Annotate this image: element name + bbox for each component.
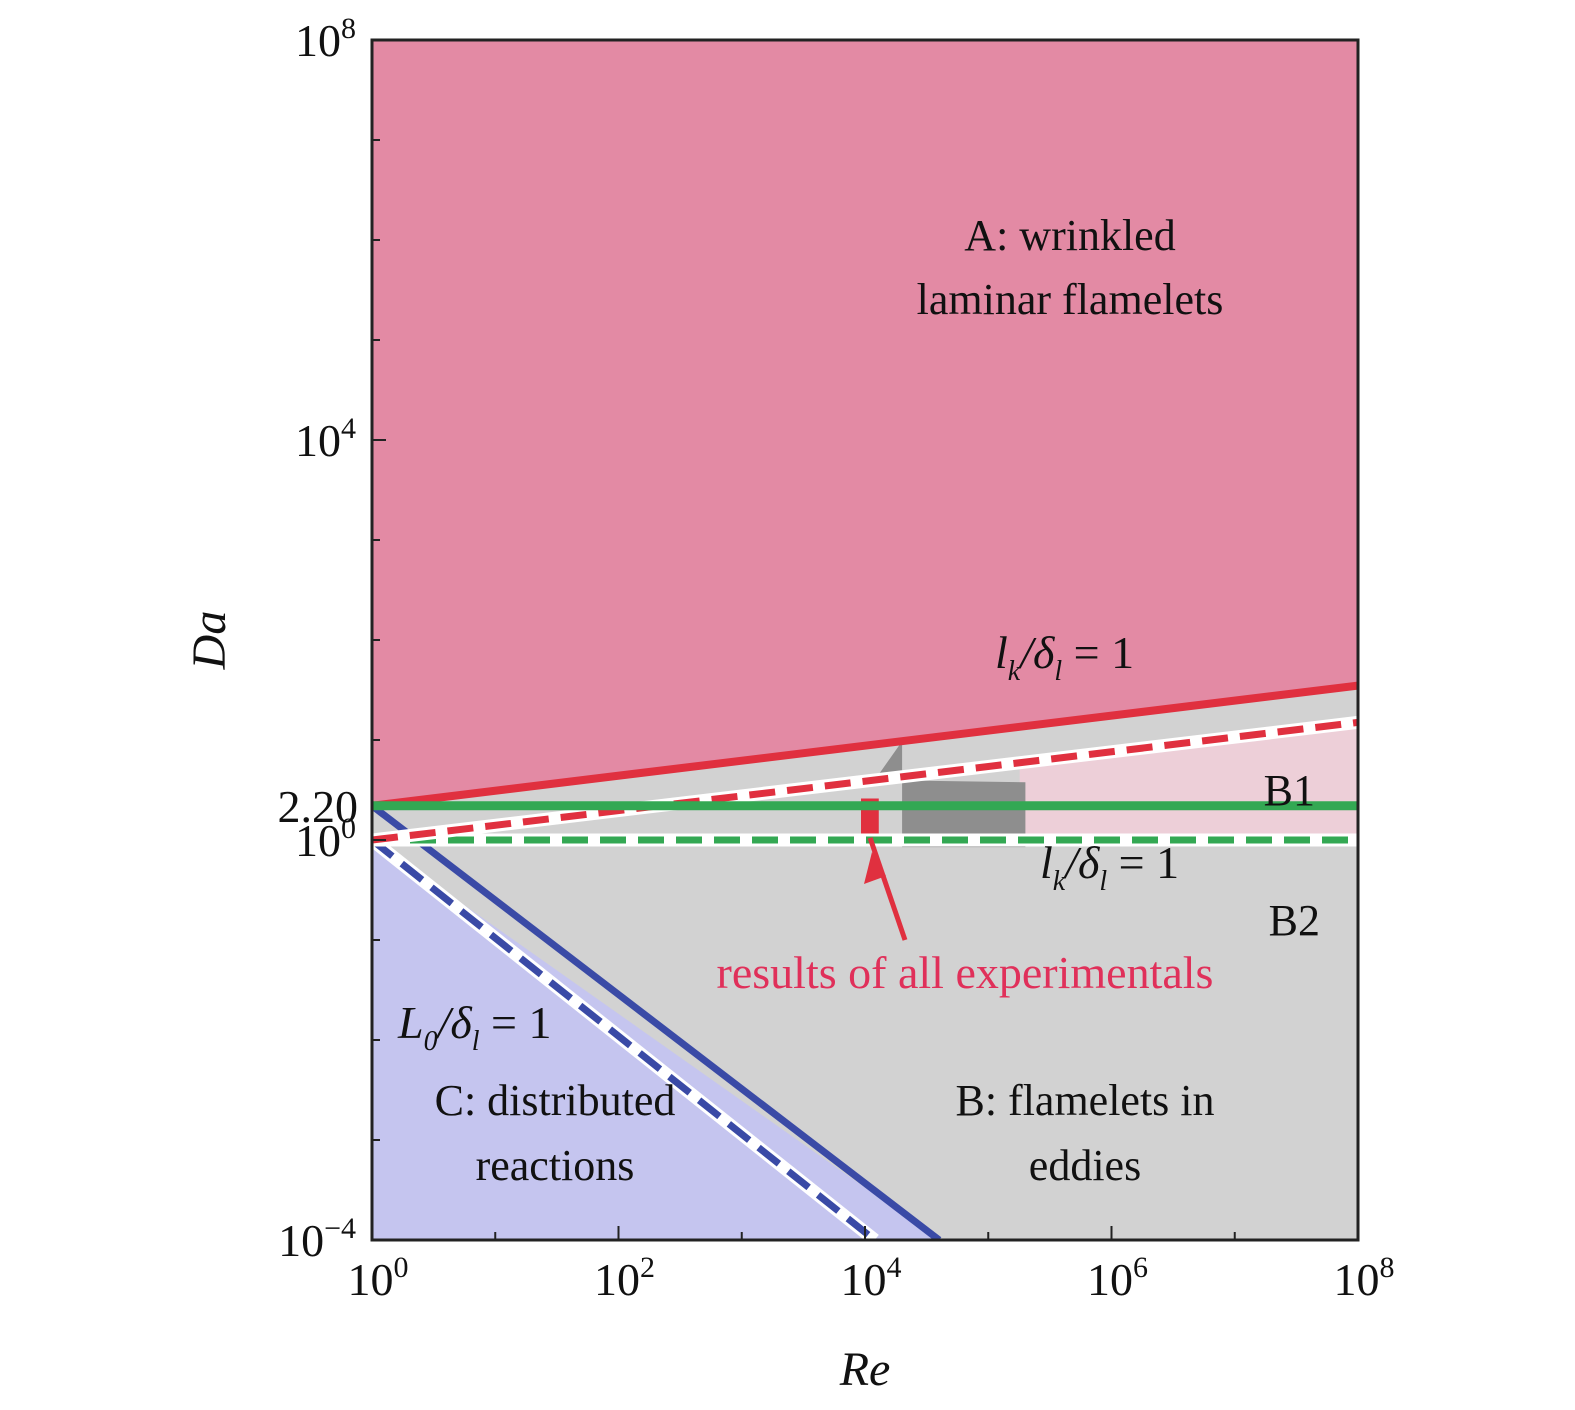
region-a-label-2: laminar flamelets xyxy=(917,275,1224,324)
region-c-label-2: reactions xyxy=(476,1141,635,1190)
region-b-label-1: B: flamelets in xyxy=(955,1076,1214,1125)
x-tick-label-3: 106 xyxy=(1087,1251,1148,1305)
y-tick-label-extra: 2.20 xyxy=(278,781,359,832)
y-tick-label-1: 100 xyxy=(295,812,356,866)
kolmogorov-dashed-line xyxy=(372,718,1358,844)
experimental-gray-box xyxy=(874,741,1026,848)
y-tick-label-0: 10−4 xyxy=(278,1212,356,1266)
experimental-label: results of all experimentals xyxy=(717,947,1214,998)
integral-scale-label: L0/δl = 1 xyxy=(397,997,552,1057)
region-a-label-1: A: wrinkled xyxy=(964,211,1175,260)
experimental-arrow-head xyxy=(864,852,886,884)
x-tick-label-4: 108 xyxy=(1334,1251,1395,1305)
x-axis-label: Re xyxy=(839,1343,891,1396)
y-tick-label-2: 104 xyxy=(295,412,356,466)
zone-b1-label: B1 xyxy=(1264,766,1315,815)
region-b-label-2: eddies xyxy=(1029,1141,1141,1190)
zone-b2-label: B2 xyxy=(1269,896,1320,945)
y-axis-label: Da xyxy=(183,611,236,671)
x-tick-label-0: 100 xyxy=(348,1251,409,1305)
integral-dashed-line xyxy=(372,837,877,1240)
kolmogorov-lower-label: lk/δl = 1 xyxy=(1040,837,1179,897)
region-c xyxy=(372,840,940,1240)
x-tick-label-2: 104 xyxy=(841,1251,902,1305)
experimental-arrow-shaft xyxy=(867,837,908,941)
y-tick-label-3: 108 xyxy=(295,12,356,66)
x-tick-label-1: 102 xyxy=(594,1251,655,1305)
region-c-label-1: C: distributed xyxy=(435,1076,676,1125)
integral-solid-line xyxy=(372,802,942,1240)
kolmogorov-solid-line xyxy=(372,681,1358,810)
kolmogorov-upper-label: lk/δl = 1 xyxy=(995,627,1134,687)
